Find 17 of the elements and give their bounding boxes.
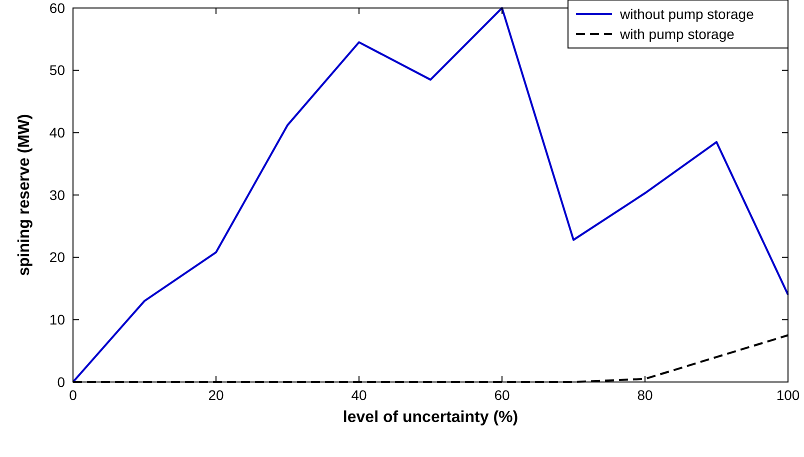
x-tick-label: 0 [69, 387, 78, 403]
x-tick-label: 100 [776, 387, 800, 403]
x-tick-label: 20 [208, 387, 224, 403]
y-tick-label: 20 [49, 249, 66, 266]
x-tick-label: 60 [494, 387, 510, 403]
y-tick-label: 60 [49, 0, 66, 16]
y-tick-label: 10 [49, 312, 66, 328]
y-axis-title: spining reserve (MW) [16, 114, 33, 276]
y-tick-label: 0 [57, 374, 66, 390]
legend-label: with pump storage [619, 26, 735, 42]
y-tick-label: 40 [49, 124, 66, 141]
x-axis-title: level of uncertainty (%) [342, 409, 518, 426]
y-tick-label: 50 [49, 62, 66, 78]
legend-label: without pump storage [619, 6, 754, 22]
x-tick-label: 80 [637, 387, 653, 403]
x-tick-label: 40 [351, 387, 367, 403]
y-tick-label: 30 [49, 186, 66, 203]
